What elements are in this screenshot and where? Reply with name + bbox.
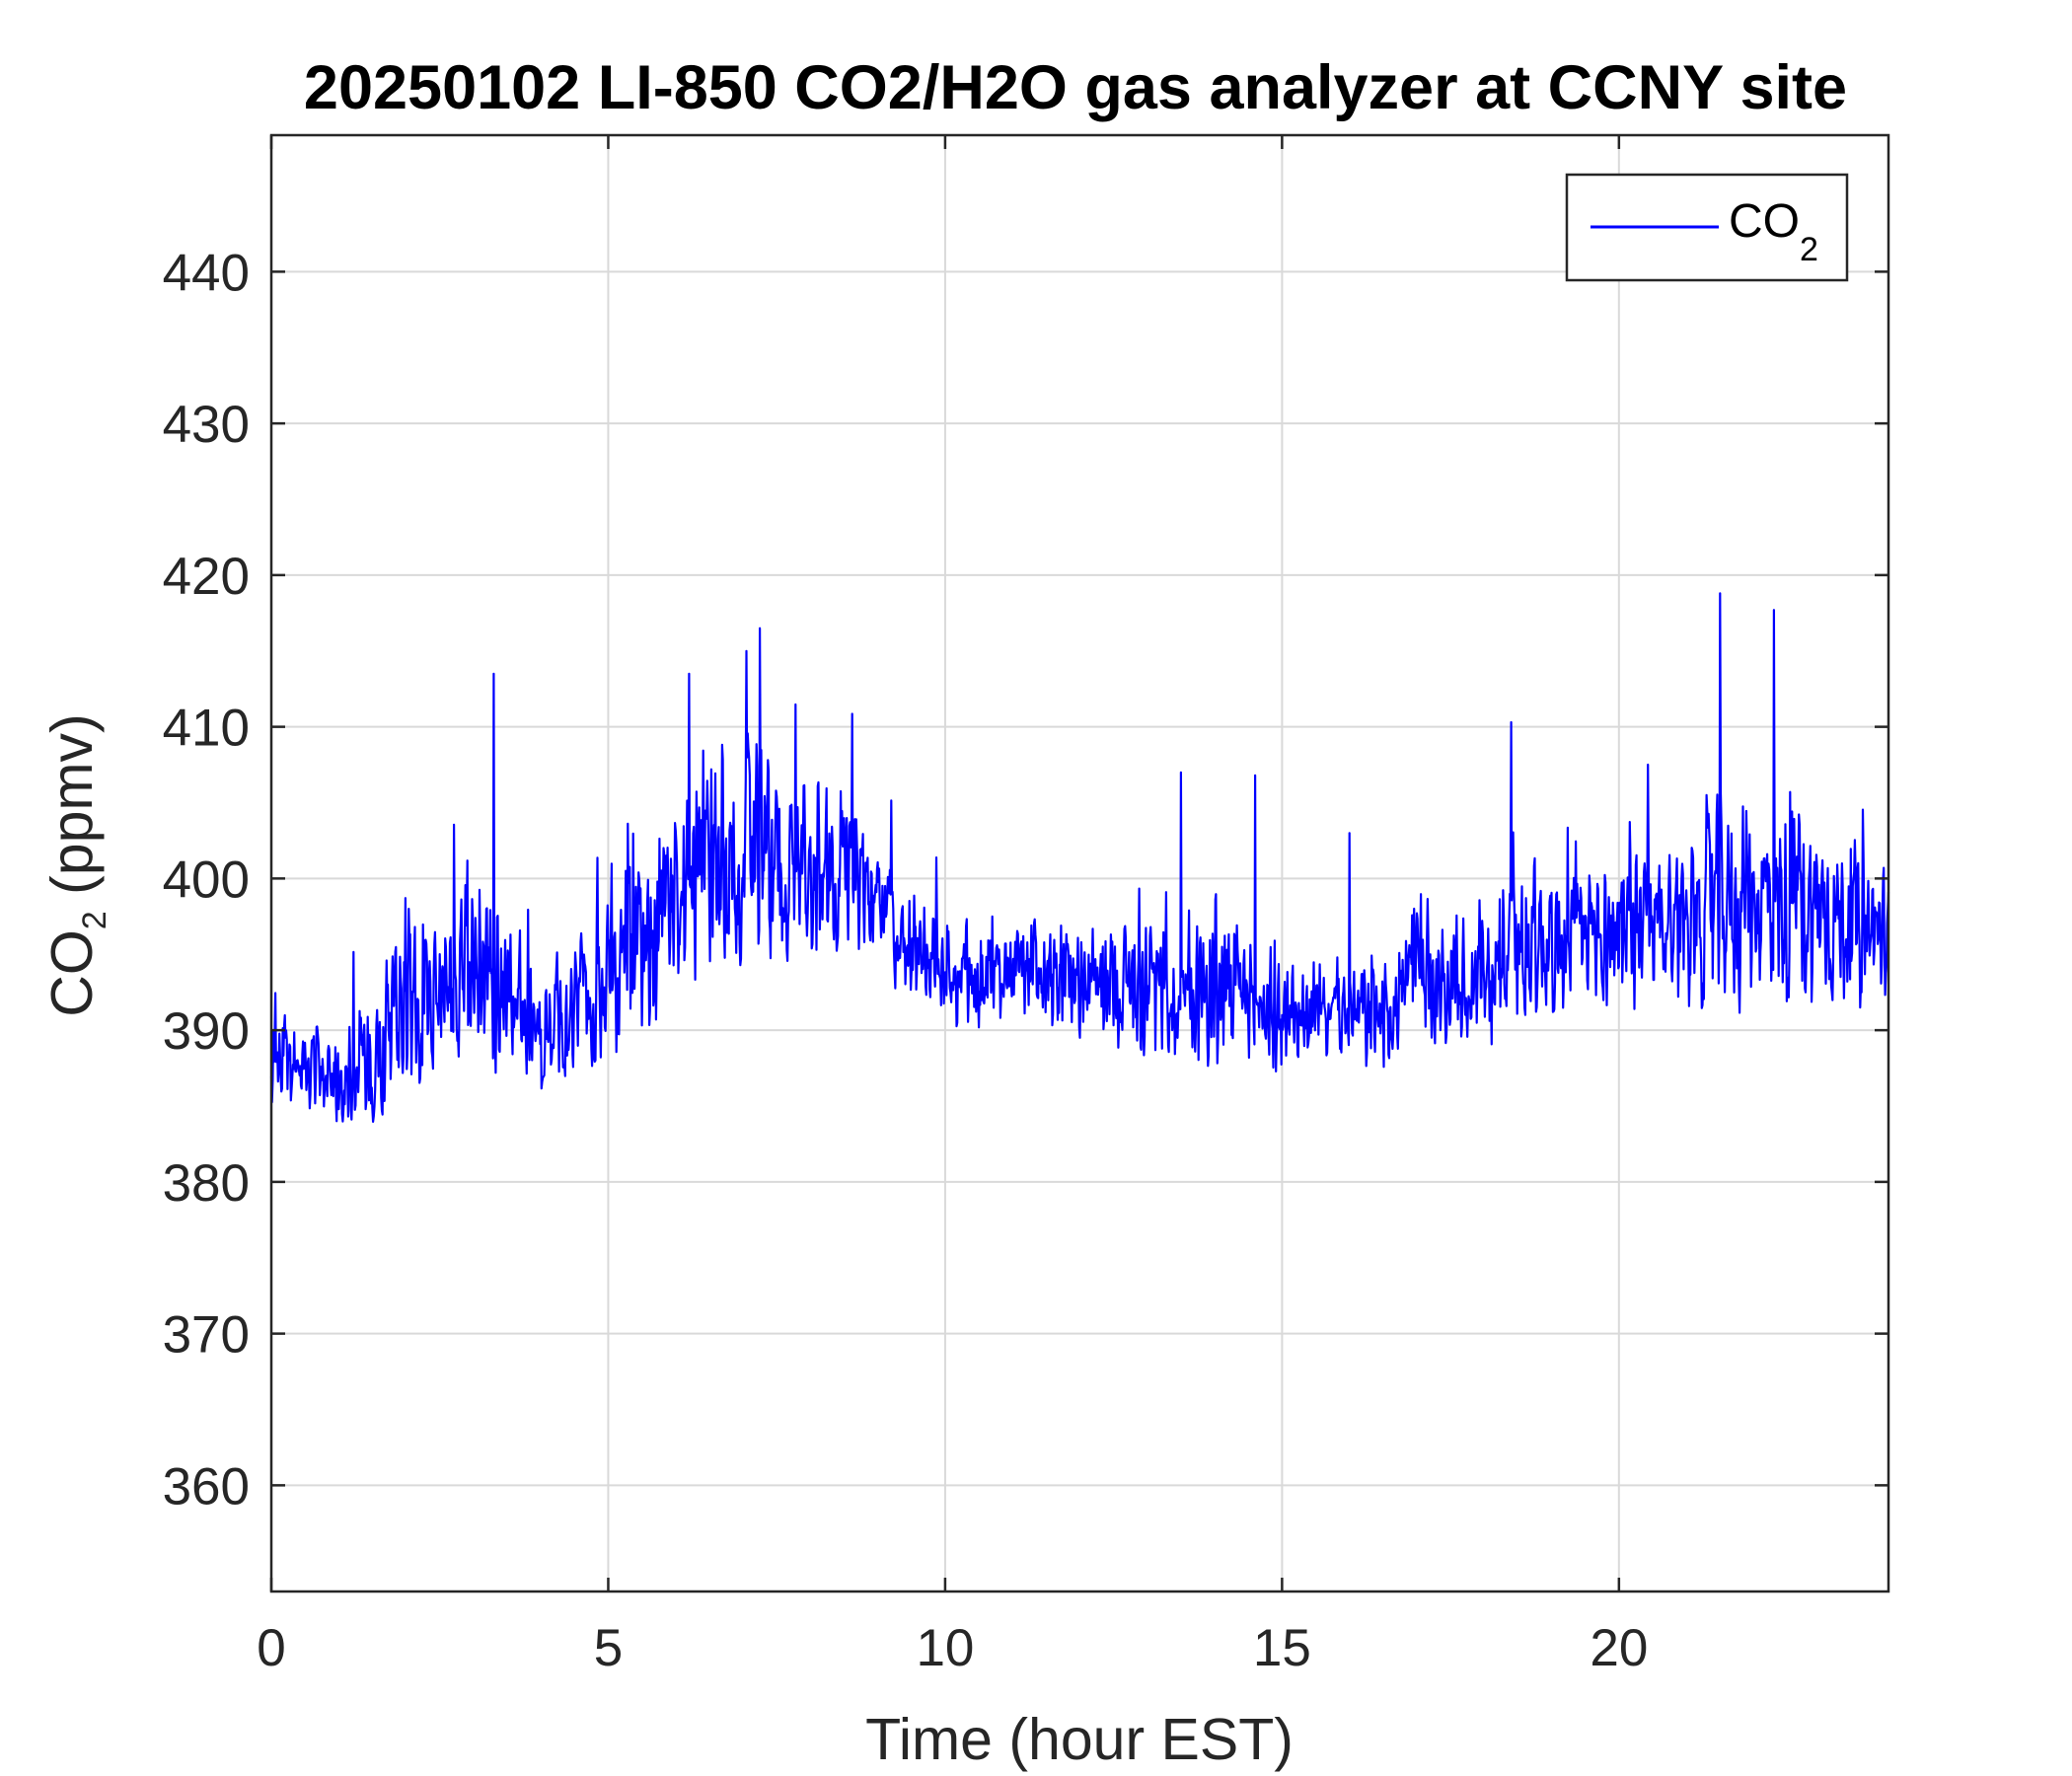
y-axis-label-prefix: CO bbox=[39, 929, 105, 1017]
y-tick-label: 430 bbox=[163, 396, 250, 454]
y-tick-label: 440 bbox=[163, 244, 250, 302]
plot-frame bbox=[269, 133, 1890, 1593]
co2-series bbox=[269, 592, 1890, 1123]
y-tick-label: 360 bbox=[163, 1457, 250, 1516]
y-axis-label-subscript: 2 bbox=[76, 911, 113, 929]
y-tick-label: 380 bbox=[163, 1154, 250, 1213]
y-axis-label: CO2 (ppmv) bbox=[39, 713, 113, 1016]
legend-label: CO2 bbox=[1729, 195, 1818, 268]
y-tick-label: 370 bbox=[163, 1306, 250, 1365]
y-axis-label-suffix: (ppmv) bbox=[39, 713, 105, 911]
x-tick-label: 5 bbox=[594, 1619, 623, 1677]
x-tick-label: 10 bbox=[916, 1619, 974, 1677]
y-tick-label: 390 bbox=[163, 1002, 250, 1061]
x-tick-label: 20 bbox=[1590, 1619, 1648, 1677]
y-tick-label: 400 bbox=[163, 851, 250, 909]
y-tick-label: 420 bbox=[163, 548, 250, 606]
y-tick-labels: 360 370 380 390 400 410 420 430 440 bbox=[163, 244, 250, 1516]
x-tick-label: 0 bbox=[257, 1619, 285, 1677]
legend: CO2 bbox=[1565, 173, 1849, 282]
x-tick-label: 15 bbox=[1253, 1619, 1311, 1677]
y-tick-label: 410 bbox=[163, 700, 250, 758]
axis-ticks bbox=[269, 135, 1888, 1591]
co2-series-line bbox=[269, 592, 1890, 1123]
x-tick-labels: 0 5 10 15 20 bbox=[257, 1619, 1648, 1677]
legend-label-prefix: CO bbox=[1729, 195, 1800, 248]
legend-label-subscript: 2 bbox=[1800, 231, 1818, 268]
x-axis-label: Time (hour EST) bbox=[865, 1707, 1294, 1772]
chart-title: 20250102 LI-850 CO2/H2O gas analyzer at … bbox=[304, 53, 1847, 122]
